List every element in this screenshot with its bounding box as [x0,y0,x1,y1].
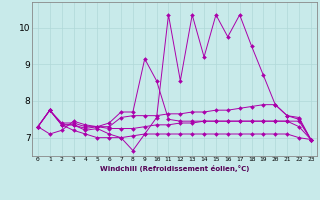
X-axis label: Windchill (Refroidissement éolien,°C): Windchill (Refroidissement éolien,°C) [100,165,249,172]
